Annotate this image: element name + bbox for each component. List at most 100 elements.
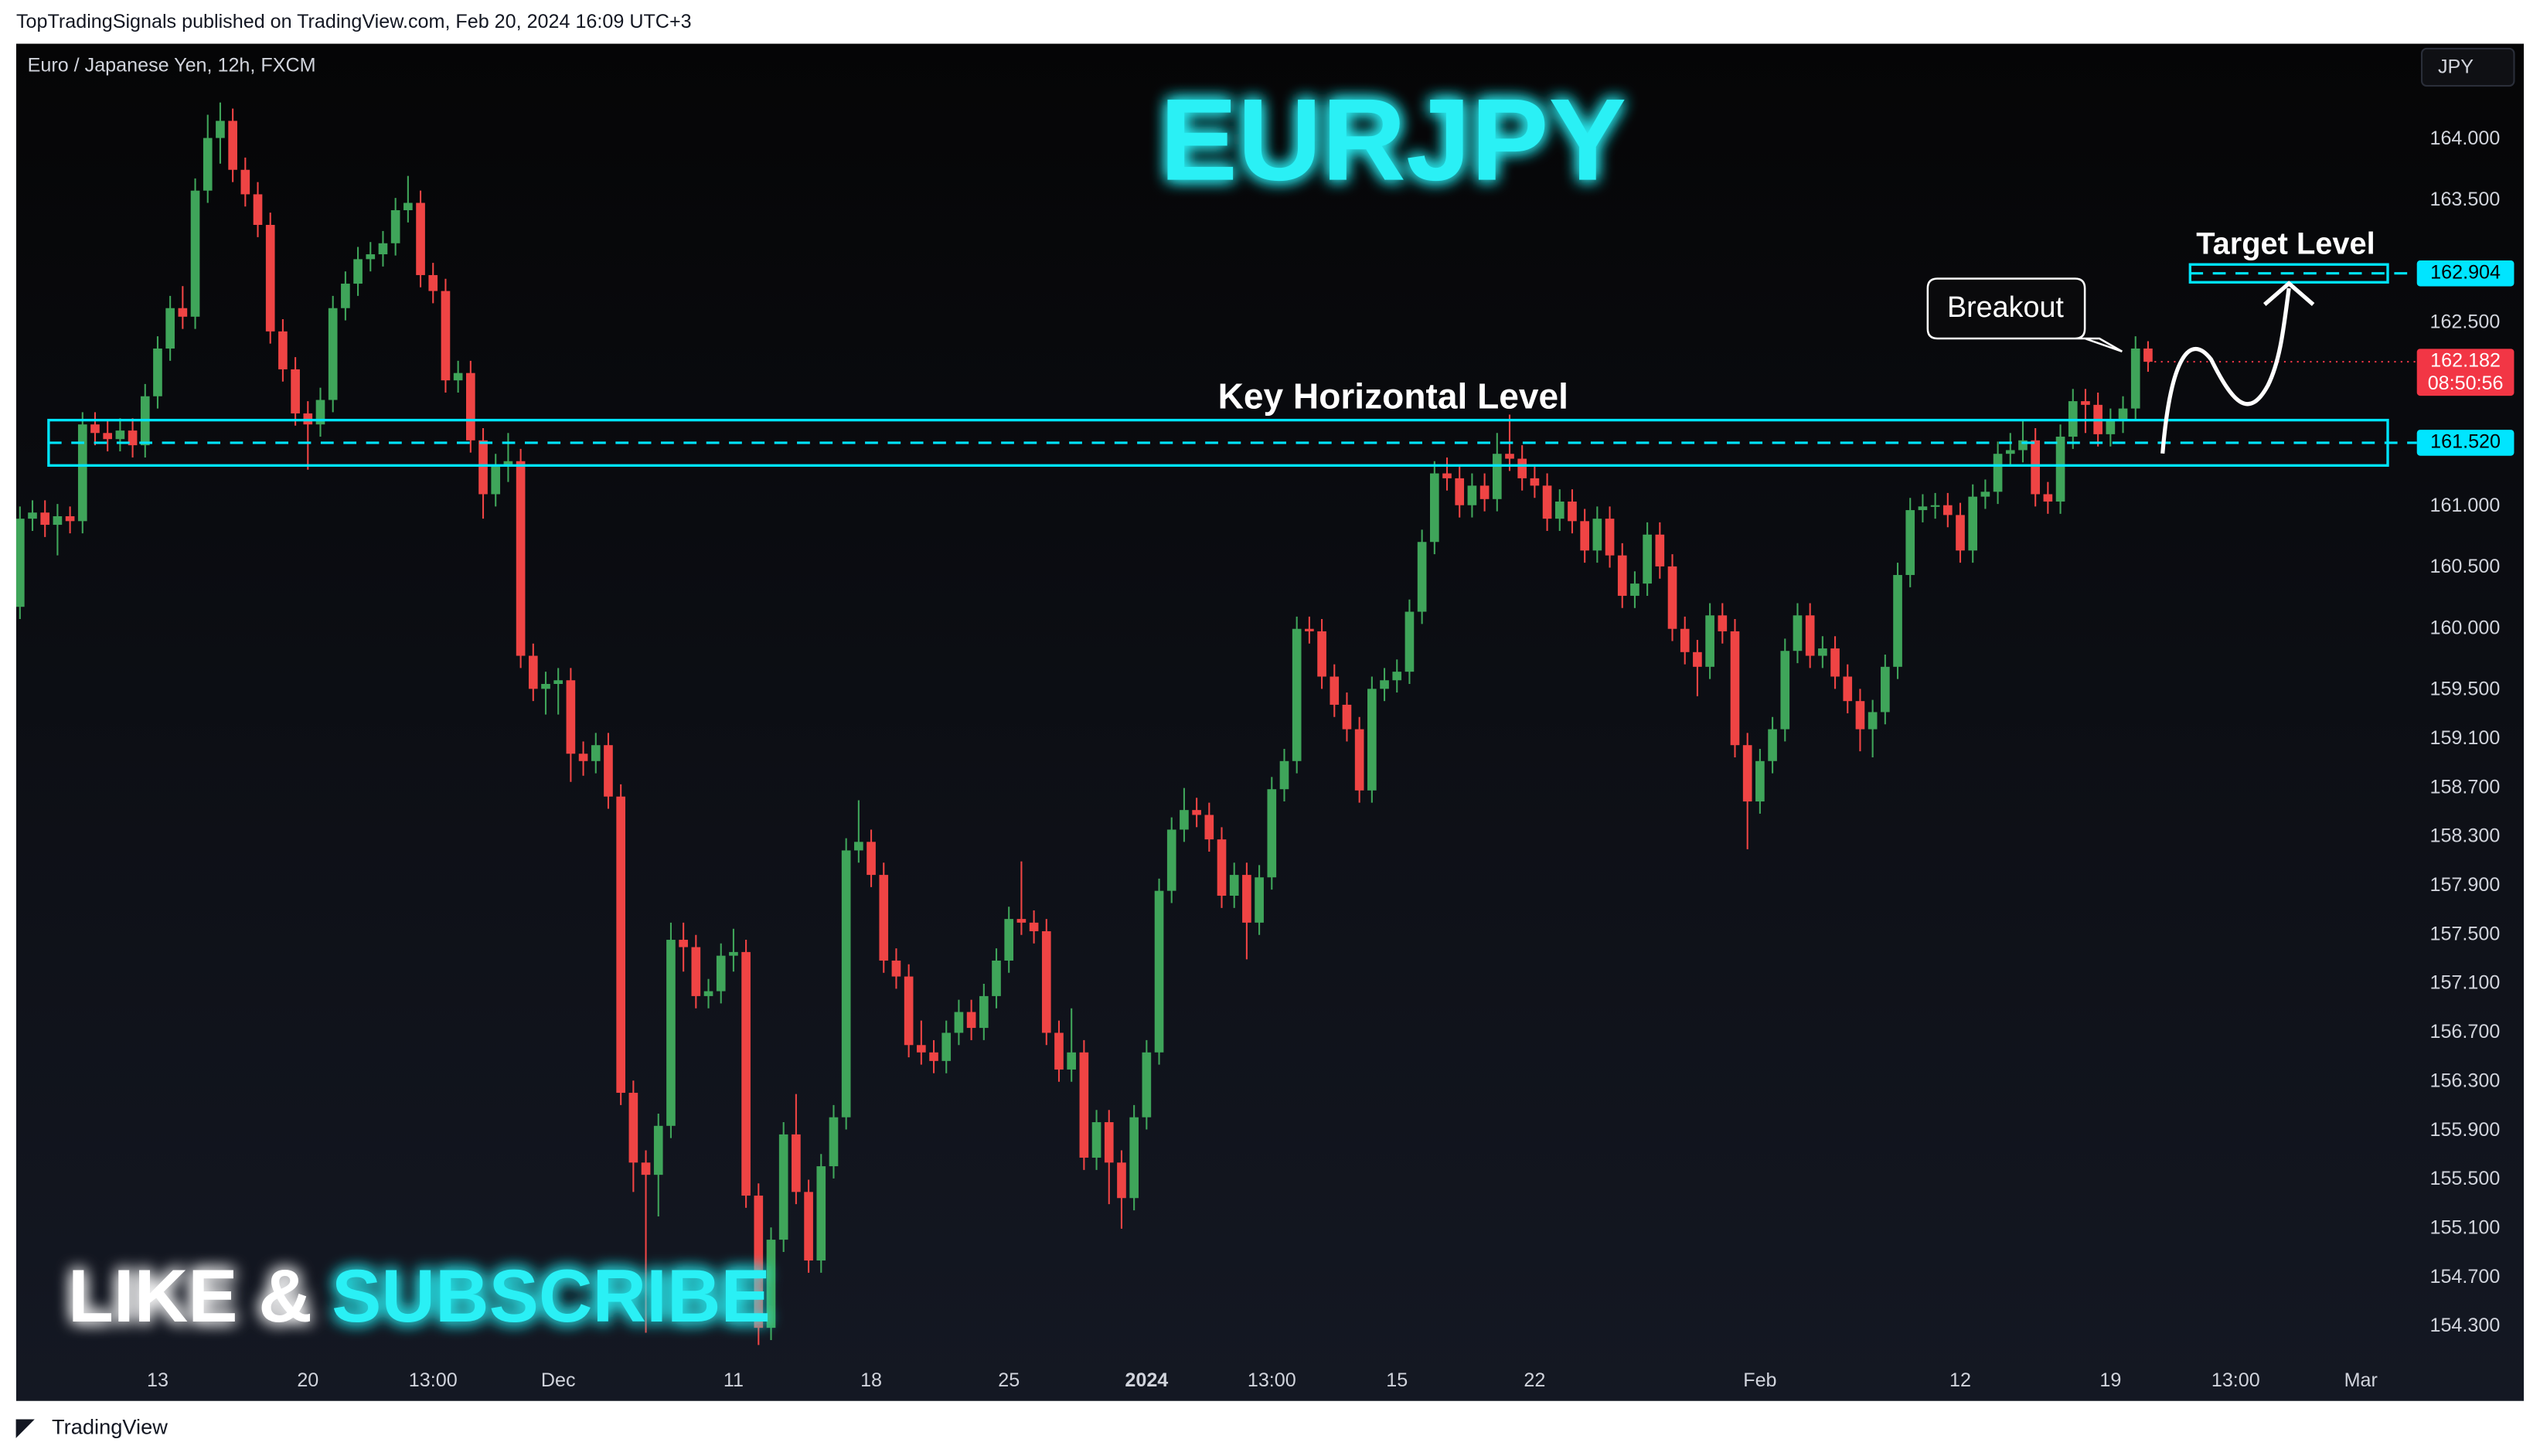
candle-body	[1742, 745, 1752, 802]
candle-body	[528, 655, 538, 689]
candle-body	[1404, 611, 1415, 672]
currency-button[interactable]	[2420, 47, 2515, 87]
candle-body	[203, 138, 213, 191]
candle-body	[1417, 542, 1427, 612]
candle-body	[992, 960, 1001, 996]
price-tag-label: 161.520	[2430, 431, 2501, 453]
candle-body	[1617, 555, 1627, 596]
candle-body	[2118, 408, 2128, 421]
candle-body	[1204, 815, 1214, 840]
candle-body	[541, 683, 550, 689]
candle-body	[917, 1045, 926, 1053]
candle-body	[1930, 505, 1940, 507]
candle-body	[1166, 829, 1176, 891]
candle-body	[1755, 760, 1765, 802]
candle-body	[1367, 689, 1377, 791]
candle-body	[679, 940, 688, 947]
y-tick-label: 162.500	[2429, 311, 2500, 332]
candle-body	[1054, 1032, 1064, 1070]
price-tag-label: 162.904	[2430, 261, 2501, 283]
candle-body	[766, 1240, 776, 1328]
candle-body	[1730, 631, 1740, 746]
x-tick-label: 15	[1386, 1369, 1408, 1391]
price-tag	[2416, 260, 2514, 287]
candle-body	[1643, 534, 1652, 584]
candle-body	[904, 976, 914, 1046]
candle-body	[1530, 478, 1540, 486]
candle-body	[1805, 615, 1815, 656]
candle-body	[1279, 760, 1289, 790]
candle-body	[28, 512, 37, 519]
candle-body	[703, 991, 713, 996]
candle-body	[1242, 875, 1251, 923]
candle-body	[441, 291, 451, 381]
candle-body	[1342, 704, 1352, 730]
candle-body	[1255, 877, 1264, 923]
candle-body	[1942, 505, 1953, 515]
x-tick-label: Dec	[541, 1369, 576, 1391]
candle-body	[465, 373, 475, 441]
x-tick-label: 13:00	[1248, 1369, 1296, 1391]
candle-body	[153, 348, 162, 396]
candle-body	[1067, 1052, 1077, 1070]
candle-body	[416, 202, 425, 275]
candle-body	[1793, 615, 1803, 651]
candle-body	[1592, 519, 1602, 551]
candle-body	[216, 121, 225, 138]
candle-body	[178, 308, 188, 317]
candle-body	[366, 254, 376, 260]
candle-body	[228, 121, 237, 170]
candle-body	[265, 225, 275, 332]
candle-body	[65, 515, 75, 522]
candle-body	[741, 951, 751, 1196]
y-tick-label: 161.000	[2429, 495, 2500, 516]
candle-body	[1330, 676, 1340, 705]
candle-body	[1479, 485, 1490, 499]
candle-body	[553, 680, 563, 684]
level-name: Target Level	[2196, 227, 2375, 261]
candle-body	[1492, 454, 1502, 499]
candle-body	[804, 1192, 813, 1261]
candle-body	[954, 1012, 964, 1033]
candle-body	[1843, 676, 1853, 702]
candle-body	[1079, 1052, 1089, 1158]
chart-title: EURJPY	[1159, 74, 1626, 205]
candle-body	[1830, 648, 1840, 677]
symbol-info: Euro / Japanese Yen, 12h, FXCM	[28, 55, 316, 77]
candle-body	[1429, 473, 1439, 543]
candle-body	[1980, 492, 1990, 497]
y-tick-label: 155.100	[2429, 1216, 2500, 1238]
candle-body	[428, 274, 438, 291]
candle-body	[1554, 501, 1565, 519]
y-tick-label: 154.700	[2429, 1266, 2500, 1288]
candle-body	[566, 680, 576, 754]
y-tick-label: 156.700	[2429, 1021, 2500, 1043]
y-tick-label: 157.900	[2429, 874, 2500, 896]
x-tick-label: 13:00	[2211, 1369, 2260, 1391]
x-tick-label: 11	[724, 1369, 744, 1391]
price-tag	[2416, 430, 2514, 456]
candle-body	[1993, 454, 2003, 492]
candle-body	[1267, 789, 1277, 878]
candle-body	[77, 424, 87, 522]
candle-body	[1693, 651, 1702, 667]
candle-body	[966, 1012, 976, 1029]
x-tick-label: 22	[1524, 1369, 1545, 1391]
candle-body	[1667, 566, 1677, 629]
candle-body	[2081, 401, 2090, 405]
chart-background	[15, 43, 2525, 1401]
candle-body	[291, 369, 300, 413]
candle-body	[578, 754, 588, 761]
candle-body	[115, 430, 125, 440]
candle-body	[1016, 919, 1027, 923]
candle-body	[1029, 922, 1039, 931]
candle-body	[516, 461, 526, 656]
candle-body	[453, 373, 463, 381]
candle-body	[403, 202, 413, 211]
candle-body	[1855, 701, 1865, 730]
candle-body	[729, 951, 738, 956]
candle-body	[854, 842, 863, 851]
candle-body	[1881, 666, 1890, 713]
candle-body	[2130, 348, 2140, 409]
currency-label[interactable]: JPY	[2438, 56, 2474, 78]
